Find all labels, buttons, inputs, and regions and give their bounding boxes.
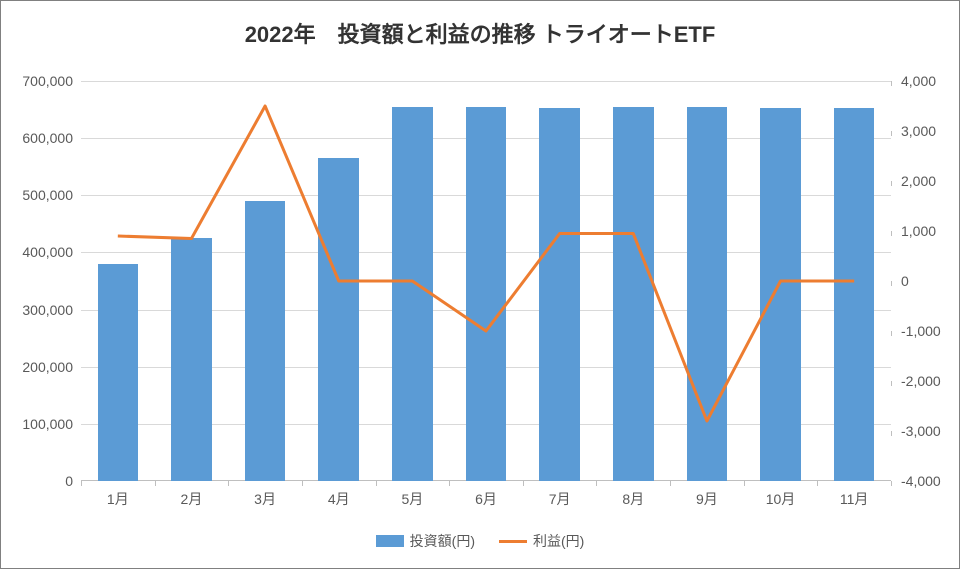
x-tick-mark <box>376 481 377 486</box>
x-tick-label: 7月 <box>523 489 597 509</box>
x-tick-label: 5月 <box>376 489 450 509</box>
x-tick-mark <box>81 481 82 486</box>
y-right-tick-label: 4,000 <box>901 73 936 89</box>
y-left-tick-label: 500,000 <box>1 187 73 203</box>
y-right-tick-mark <box>891 431 892 436</box>
line-series <box>81 81 891 481</box>
y-right-tick-label: 2,000 <box>901 173 936 189</box>
legend: 投資額(円) 利益(円) <box>1 531 959 551</box>
x-tick-mark <box>670 481 671 486</box>
x-tick-label: 9月 <box>670 489 744 509</box>
y-right-tick-mark <box>891 131 892 136</box>
y-right-tick-mark <box>891 381 892 386</box>
x-tick-label: 4月 <box>302 489 376 509</box>
x-tick-mark <box>523 481 524 486</box>
x-tick-label: 11月 <box>817 489 891 509</box>
plot-area <box>81 81 891 481</box>
x-tick-label: 10月 <box>744 489 818 509</box>
x-tick-label: 2月 <box>155 489 229 509</box>
y-left-tick-label: 100,000 <box>1 416 73 432</box>
y-left-tick-label: 0 <box>1 473 73 489</box>
y-right-tick-label: -2,000 <box>901 373 941 389</box>
x-tick-mark <box>891 481 892 486</box>
legend-label-line: 利益(円) <box>533 531 584 551</box>
x-tick-mark <box>302 481 303 486</box>
x-tick-mark <box>155 481 156 486</box>
y-right-tick-mark <box>891 181 892 186</box>
y-left-tick-label: 700,000 <box>1 73 73 89</box>
y-right-tick-label: 1,000 <box>901 223 936 239</box>
chart-container: 2022年 投資額と利益の推移 トライオートETF 0 100,000 200,000… <box>0 0 960 569</box>
y-right-tick-label: -3,000 <box>901 423 941 439</box>
y-left-tick-label: 600,000 <box>1 130 73 146</box>
legend-swatch-bar-icon <box>376 535 404 547</box>
x-tick-label: 6月 <box>449 489 523 509</box>
x-tick-label: 8月 <box>596 489 670 509</box>
legend-item-bar: 投資額(円) <box>376 531 475 551</box>
legend-item-line: 利益(円) <box>499 531 584 551</box>
y-right-tick-mark <box>891 331 892 336</box>
x-tick-mark <box>449 481 450 486</box>
y-right-tick-label: -1,000 <box>901 323 941 339</box>
x-tick-mark <box>817 481 818 486</box>
x-tick-mark <box>228 481 229 486</box>
y-right-tick-mark <box>891 231 892 236</box>
y-right-tick-mark <box>891 81 892 86</box>
x-tick-mark <box>744 481 745 486</box>
y-left-tick-label: 400,000 <box>1 244 73 260</box>
x-tick-mark <box>596 481 597 486</box>
y-left-tick-label: 300,000 <box>1 302 73 318</box>
x-tick-label: 3月 <box>228 489 302 509</box>
y-right-tick-label: 3,000 <box>901 123 936 139</box>
y-right-tick-label: -4,000 <box>901 473 941 489</box>
legend-swatch-line-icon <box>499 540 527 543</box>
legend-label-bar: 投資額(円) <box>410 531 475 551</box>
y-right-tick-mark <box>891 281 892 286</box>
x-tick-label: 1月 <box>81 489 155 509</box>
y-left-tick-label: 200,000 <box>1 359 73 375</box>
y-right-tick-label: 0 <box>901 273 909 289</box>
chart-title: 2022年 投資額と利益の推移 トライオートETF <box>1 17 959 49</box>
